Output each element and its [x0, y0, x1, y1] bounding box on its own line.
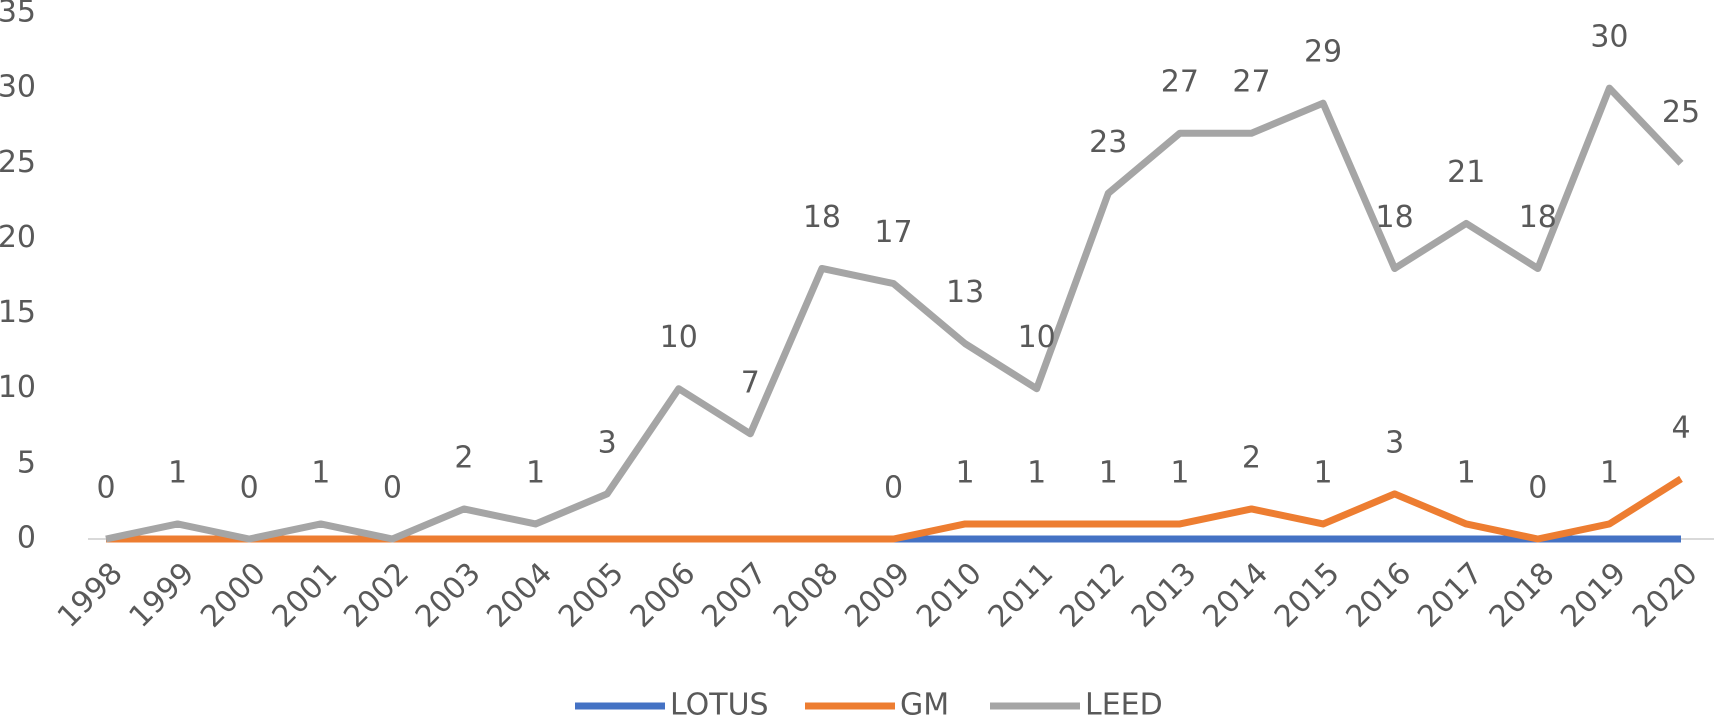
data-label: 10 [660, 320, 698, 355]
data-label: 13 [946, 275, 984, 310]
data-label: 0 [1528, 471, 1547, 506]
data-label: 1 [1313, 455, 1332, 490]
data-label: 25 [1662, 95, 1700, 130]
data-label: 1 [1457, 455, 1476, 490]
x-tick-label: 2001 [266, 556, 345, 635]
data-label: 23 [1089, 125, 1127, 160]
data-label: 1 [168, 455, 187, 490]
x-tick-label: 2005 [552, 556, 631, 635]
data-label: 0 [240, 471, 259, 506]
legend-label: GM [900, 688, 949, 721]
data-label: 1 [956, 455, 975, 490]
series-line [106, 475, 1683, 543]
series-line [105, 84, 1684, 543]
data-label: 1 [1027, 455, 1046, 490]
x-tick-label: 2019 [1554, 556, 1633, 635]
y-tick-label: 15 [0, 295, 36, 330]
data-label: 3 [1385, 425, 1404, 460]
y-tick-label: 20 [0, 220, 36, 255]
y-tick-label: 5 [17, 445, 36, 480]
x-tick-label: 1999 [123, 556, 202, 635]
data-label: 1 [311, 455, 330, 490]
x-tick-label: 1998 [51, 556, 130, 635]
data-label: 0 [96, 471, 115, 506]
data-label: 3 [598, 425, 617, 460]
x-tick-label: 2006 [624, 556, 703, 635]
legend-label: LEED [1085, 688, 1163, 721]
x-tick-label: 2000 [194, 556, 273, 635]
data-label: 17 [874, 215, 912, 250]
data-label: 1 [1099, 455, 1118, 490]
x-tick-label: 2003 [409, 556, 488, 635]
data-label: 29 [1304, 35, 1342, 70]
data-label: 0 [383, 471, 402, 506]
data-label: 1 [1170, 455, 1189, 490]
data-label: 21 [1447, 155, 1485, 190]
data-label: 10 [1018, 320, 1056, 355]
legend-label: LOTUS [670, 688, 769, 721]
data-label: 18 [803, 200, 841, 235]
y-tick-label: 35 [0, 0, 36, 30]
y-tick-label: 30 [0, 70, 36, 105]
x-tick-label: 2012 [1053, 556, 1132, 635]
x-tick-label: 2016 [1340, 556, 1419, 635]
x-tick-label: 2014 [1196, 556, 1275, 635]
x-tick-label: 2017 [1411, 556, 1490, 635]
x-tick-label: 2018 [1483, 556, 1562, 635]
x-tick-label: 2015 [1268, 556, 1347, 635]
data-label: 2 [454, 440, 473, 475]
y-tick-label: 0 [17, 521, 36, 556]
data-label: 27 [1232, 65, 1270, 100]
x-tick-label: 2009 [838, 556, 917, 635]
x-tick-label: 2011 [982, 556, 1061, 635]
data-label: 7 [741, 365, 760, 400]
data-label: 4 [1671, 410, 1690, 445]
y-tick-label: 25 [0, 145, 36, 180]
data-label: 18 [1519, 200, 1557, 235]
data-label: 1 [1600, 455, 1619, 490]
data-label: 27 [1161, 65, 1199, 100]
data-label: 0 [884, 471, 903, 506]
x-tick-label: 2010 [910, 556, 989, 635]
data-label: 30 [1590, 20, 1628, 55]
x-tick-label: 2013 [1125, 556, 1204, 635]
data-label: 2 [1242, 440, 1261, 475]
x-tick-label: 2008 [767, 556, 846, 635]
x-tick-label: 2007 [695, 556, 774, 635]
x-tick-label: 2002 [337, 556, 416, 635]
x-tick-label: 2020 [1626, 556, 1705, 635]
data-label: 18 [1376, 200, 1414, 235]
y-tick-label: 10 [0, 370, 36, 405]
data-label: 1 [526, 455, 545, 490]
x-tick-label: 2004 [480, 556, 559, 635]
